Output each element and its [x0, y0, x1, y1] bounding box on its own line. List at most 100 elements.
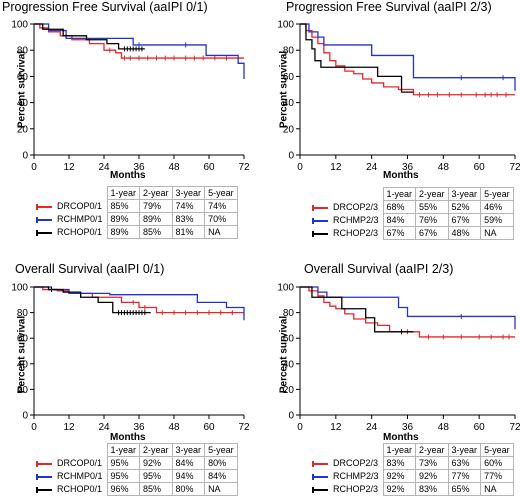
- y-tick-label: 40: [17, 359, 29, 370]
- table-cell: 85%: [139, 225, 173, 239]
- table-row: RCHOP2/3 67% 67% 48% NA: [310, 226, 514, 240]
- legend-label: DRCOP0/1: [57, 458, 103, 468]
- table-cell: 80%: [171, 482, 206, 496]
- y-tick-label: 0: [22, 411, 28, 422]
- x-tick-label: 24: [98, 422, 110, 433]
- table-cell: NA: [480, 482, 514, 496]
- table-cell: 95%: [106, 469, 141, 483]
- x-tick-label: 72: [509, 162, 520, 173]
- table-header-cell: 5-year: [204, 186, 238, 200]
- table-cell: 84%: [204, 469, 238, 483]
- x-tick-label: 60: [203, 162, 215, 173]
- x-tick-label: 48: [438, 162, 450, 173]
- table-header-cell: 5-year: [204, 443, 238, 457]
- y-tick-label: 0: [288, 151, 294, 162]
- table-cell: 92%: [415, 469, 449, 483]
- x-tick-label: 24: [98, 162, 110, 173]
- table-header-cell: 3-year: [447, 187, 482, 201]
- legend-swatch: [312, 204, 330, 212]
- legend-label: RCHOP2/3: [333, 228, 379, 238]
- table-cell: 77%: [480, 469, 514, 483]
- series-line-DRCOP2/3: [300, 286, 515, 338]
- x-tick-label: 36: [402, 162, 414, 173]
- legend-label: RCHOP2/3: [333, 484, 379, 494]
- legend-entry: DRCOP0/1: [34, 457, 107, 470]
- table-cell: 48%: [447, 226, 482, 240]
- table-row: RCHMP2/3 84% 76% 67% 59%: [310, 213, 514, 227]
- y-tick-label: 80: [283, 46, 295, 57]
- legend-swatch: [312, 486, 330, 494]
- table-cell: 89%: [106, 212, 141, 226]
- table-cell: 59%: [480, 213, 514, 227]
- series-line-RCHOP2/3: [300, 23, 414, 93]
- series-line-RCHMP2/3: [300, 23, 516, 91]
- chart-title: Overall Survival (aaIPI 2/3): [304, 262, 454, 276]
- table-cell: NA: [204, 225, 238, 239]
- legend-swatch: [36, 229, 54, 237]
- table-cell: 52%: [447, 200, 482, 214]
- x-tick-label: 12: [63, 422, 75, 433]
- x-tick-label: 12: [330, 422, 342, 433]
- legend-swatch: [36, 473, 54, 481]
- table-header-cell: 2-year: [415, 443, 449, 457]
- legend-label: RCHOP0/1: [57, 227, 103, 237]
- x-tick-label: 72: [238, 422, 250, 433]
- table-cell: 76%: [415, 213, 449, 227]
- legend-label: DRCOP2/3: [333, 458, 379, 468]
- series-line-RCHOP2/3: [300, 286, 414, 333]
- y-axis-label: Percent survival: [16, 50, 28, 129]
- table-cell: 92%: [382, 482, 417, 496]
- legend-entry: RCHMP0/1: [34, 213, 107, 226]
- table-row: RCHMP2/3 92% 92% 77% 77%: [310, 469, 514, 483]
- table-cell: 81%: [171, 225, 206, 239]
- x-axis-label: Months: [383, 170, 419, 181]
- y-tick-label: 80: [17, 46, 29, 57]
- legend-label: RCHMP0/1: [57, 471, 103, 481]
- table-header-cell: 2-year: [139, 186, 173, 200]
- y-tick-label: 80: [17, 308, 29, 319]
- chart-title: Overall Survival (aaIPI 0/1): [15, 262, 165, 276]
- y-tick-label: 40: [17, 98, 29, 109]
- x-tick-label: 0: [297, 422, 303, 433]
- y-tick-label: 40: [283, 359, 295, 370]
- table-cell: 60%: [480, 456, 514, 470]
- x-axis-label: Months: [383, 432, 419, 443]
- survival-rate-table: 1-year 2-year 3-year 5-year DRCOP2/3 83% 73% 63…: [310, 443, 514, 496]
- table-cell: 83%: [415, 482, 449, 496]
- table-row: RCHOP0/1 96% 85% 80% NA: [34, 482, 238, 496]
- table-header-cell: 1-year: [106, 443, 141, 457]
- table-cell: 95%: [106, 456, 141, 470]
- table-header-cell: 2-year: [139, 443, 173, 457]
- series-line-DRCOP0/1: [34, 286, 244, 314]
- survival-rate-table: 1-year 2-year 3-year 5-year DRCOP2/3 68% 55% 52…: [310, 187, 514, 240]
- x-axis-label: Months: [110, 432, 146, 443]
- table-cell: 79%: [139, 199, 173, 213]
- table-cell: NA: [480, 226, 514, 240]
- table-row: DRCOP0/1 85% 79% 74% 74%: [34, 199, 238, 213]
- table-header-cell: 1-year: [106, 186, 141, 200]
- y-tick-label: 60: [283, 334, 295, 345]
- table-cell: 85%: [106, 199, 141, 213]
- table-cell: 89%: [139, 212, 173, 226]
- series-line-RCHMP2/3: [300, 286, 516, 330]
- table-cell: 83%: [171, 212, 206, 226]
- table-cell: 83%: [382, 456, 417, 470]
- table-header-cell: 5-year: [480, 443, 514, 457]
- x-tick-label: 0: [31, 162, 37, 173]
- x-tick-label: 72: [238, 162, 250, 173]
- y-tick-label: 20: [17, 124, 29, 135]
- legend-entry: DRCOP0/1: [34, 200, 107, 213]
- legend-entry: RCHMP0/1: [34, 470, 107, 483]
- legend-swatch: [36, 216, 54, 224]
- survival-rate-table: 1-year 2-year 3-year 5-year DRCOP0/1 95% 92% 84…: [34, 443, 238, 496]
- legend-label: RCHMP2/3: [333, 215, 379, 225]
- table-row: RCHOP0/1 89% 85% 81% NA: [34, 225, 238, 239]
- x-tick-label: 24: [366, 422, 378, 433]
- y-tick-label: 0: [22, 151, 28, 162]
- survival-rate-table: 1-year 2-year 3-year 5-year DRCOP0/1 85% 79% 74…: [34, 186, 238, 239]
- table-header-cell: 3-year: [171, 186, 206, 200]
- x-tick-label: 48: [168, 162, 180, 173]
- table-corner: [34, 444, 107, 457]
- x-tick-label: 0: [297, 162, 303, 173]
- x-tick-label: 24: [366, 162, 378, 173]
